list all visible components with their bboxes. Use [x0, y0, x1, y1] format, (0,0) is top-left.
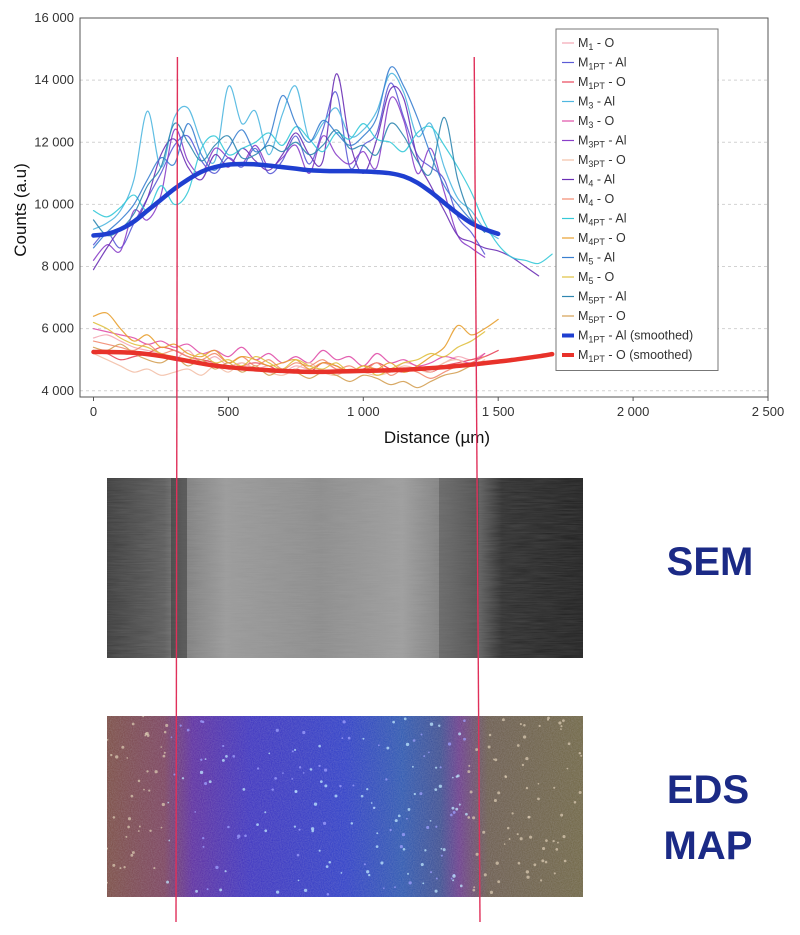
- y-tick-label: 6 000: [41, 321, 74, 336]
- y-tick-label: 10 000: [34, 196, 74, 211]
- eds-map-label: EDS MAP: [648, 762, 768, 874]
- x-tick-label: 2 000: [617, 404, 650, 419]
- legend-box: [555, 28, 719, 371]
- legend-entry: M5 - Al: [562, 251, 615, 267]
- legend-entry: M1PT - O: [562, 75, 626, 91]
- legend-label: M3PT - Al: [578, 134, 626, 150]
- legend-label: M1PT - O: [578, 75, 626, 91]
- x-axis-label: Distance (µm): [384, 428, 490, 447]
- legend-entry: M4 - O: [562, 192, 615, 208]
- legend-entry: M3 - Al: [562, 95, 615, 111]
- plot-frame: [79, 17, 769, 398]
- legend-entry: M4PT - Al: [562, 212, 626, 228]
- legend-label: M5 - Al: [578, 251, 615, 267]
- legend-label: M4 - Al: [578, 173, 615, 189]
- legend-label: M1PT - Al (smoothed): [578, 329, 693, 345]
- legend-label: M1PT - Al: [578, 56, 626, 72]
- legend-entry: M3PT - Al: [562, 134, 626, 150]
- y-tick-label: 12 000: [34, 134, 74, 149]
- axis-ticks: 4 000 6 000 8 000 10 000 12 000 14 000 16 000 0…: [34, 10, 784, 419]
- legend-entry: M1PT - Al: [562, 56, 626, 72]
- y-tick-label: 8 000: [41, 259, 74, 274]
- legend-label: M5 - O: [578, 270, 615, 286]
- series-line-m5pt-al: [92, 116, 486, 237]
- legend-label: M3 - Al: [578, 95, 615, 111]
- y-tick-label: 14 000: [34, 72, 74, 87]
- series-line-m1pt-al: [92, 82, 486, 255]
- legend-entry: M5PT - O: [562, 309, 626, 325]
- eds-map-image: [107, 716, 583, 897]
- counts-distance-chart: 4 000 6 000 8 000 10 000 12 000 14 000 16 000 0…: [11, 10, 784, 447]
- series-line-m5-o: [92, 321, 486, 376]
- x-tick-label: 500: [218, 404, 240, 419]
- x-tick-label: 1 500: [482, 404, 515, 419]
- chart-legend: M1 - O M1PT - Al M1PT - O M3 - Al M3 - O M3PT…: [555, 28, 719, 371]
- eds-label-line1: EDS: [666, 768, 750, 812]
- y-tick-label: 16 000: [34, 10, 74, 25]
- legend-entry: M1PT - Al (smoothed): [562, 329, 693, 345]
- y-tick-label: 4 000: [41, 383, 74, 398]
- legend-label: M5PT - Al: [578, 290, 626, 306]
- sem-label: SEM: [666, 540, 754, 584]
- legend-label: M4 - O: [578, 192, 615, 208]
- legend-entry: M5 - O: [562, 270, 615, 286]
- series-line-m3-al: [92, 72, 499, 240]
- x-tick-label: 1 000: [347, 404, 380, 419]
- legend-entry: M4PT - O: [562, 231, 626, 247]
- legend-label: M1 - O: [578, 36, 615, 52]
- legend-label: M4PT - Al: [578, 212, 626, 228]
- chart-series: [91, 66, 555, 389]
- legend-entry: M4 - Al: [562, 173, 615, 189]
- legend-label: M3PT - O: [578, 153, 626, 169]
- legend-entry: M3PT - O: [562, 153, 626, 169]
- eds-label-line2: MAP: [663, 824, 753, 868]
- series-line-m5-al: [92, 66, 499, 249]
- legend-label: M5PT - O: [578, 309, 626, 325]
- x-tick-label: 0: [90, 404, 97, 419]
- x-tick-label: 2 500: [752, 404, 785, 419]
- legend-entry: M5PT - Al: [562, 290, 626, 306]
- sem-image: [107, 478, 583, 658]
- legend-entry: M1PT - O (smoothed): [562, 348, 692, 364]
- series-line-m1pt-al-smoothed: [91, 161, 501, 238]
- legend-label: M4PT - O: [578, 231, 626, 247]
- series-line-m3pt-al: [92, 96, 486, 261]
- legend-entry: M1 - O: [562, 36, 615, 52]
- y-axis-label: Counts (a.u): [11, 163, 30, 257]
- legend-label: M1PT - O (smoothed): [578, 348, 692, 364]
- legend-label: M3 - O: [578, 114, 615, 130]
- legend-entry: M3 - O: [562, 114, 615, 130]
